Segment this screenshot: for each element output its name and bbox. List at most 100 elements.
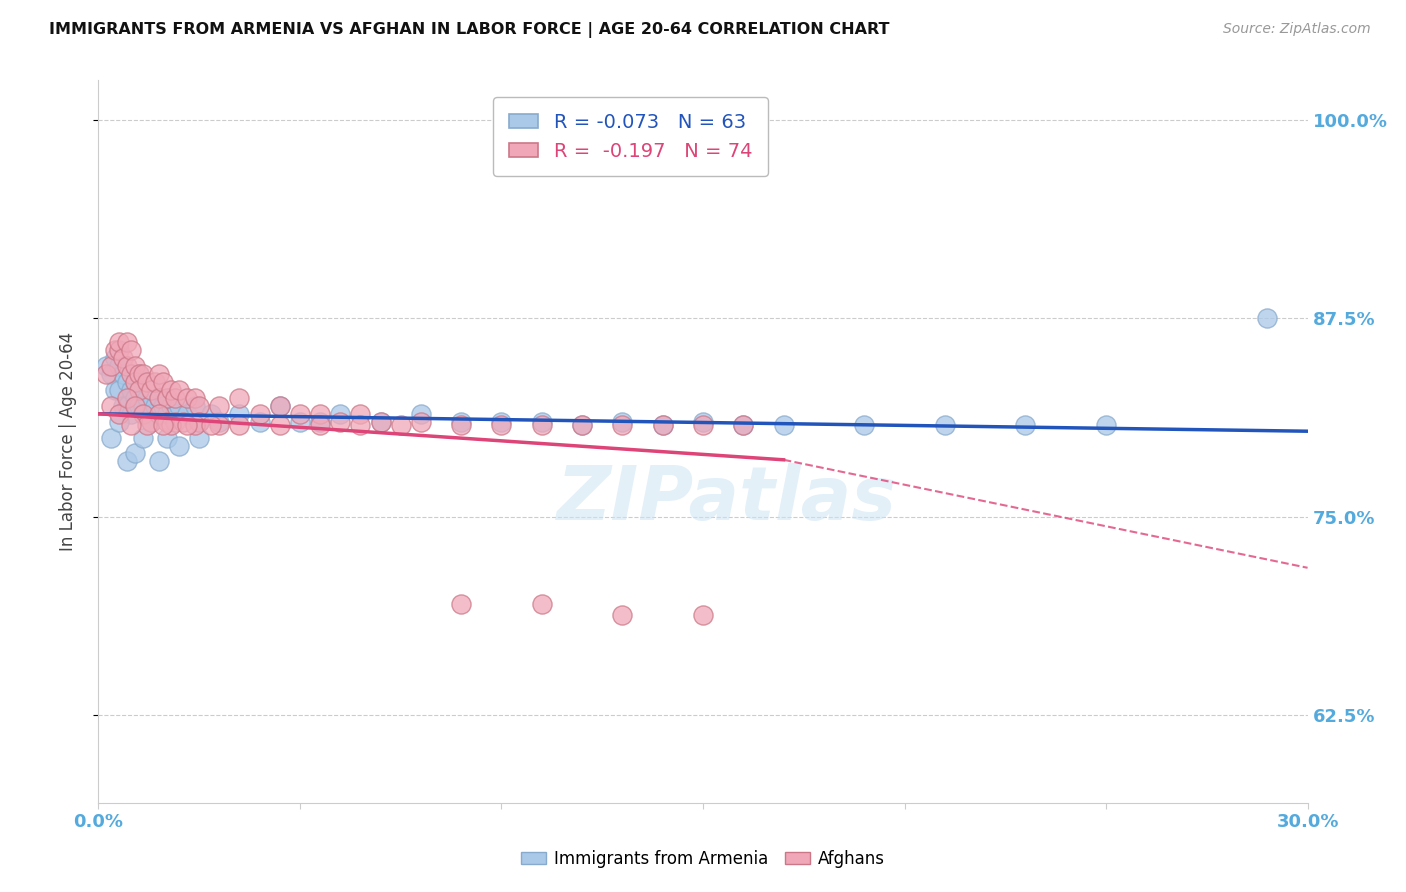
Point xyxy=(120,383,142,397)
Point xyxy=(100,399,122,413)
Point xyxy=(176,391,198,405)
Point xyxy=(269,399,291,413)
Point xyxy=(156,391,179,405)
Point xyxy=(120,367,142,381)
Point xyxy=(143,399,166,413)
Point xyxy=(530,597,553,611)
Text: IMMIGRANTS FROM ARMENIA VS AFGHAN IN LABOR FORCE | AGE 20-64 CORRELATION CHART: IMMIGRANTS FROM ARMENIA VS AFGHAN IN LAB… xyxy=(49,22,890,38)
Point xyxy=(120,417,142,432)
Point xyxy=(148,407,170,421)
Point xyxy=(139,415,162,429)
Point xyxy=(115,391,138,405)
Point xyxy=(491,415,513,429)
Point xyxy=(571,417,593,432)
Point xyxy=(651,417,673,432)
Point xyxy=(309,417,332,432)
Point xyxy=(128,383,150,397)
Point xyxy=(100,359,122,373)
Point xyxy=(167,438,190,452)
Point xyxy=(329,415,352,429)
Point xyxy=(184,399,207,413)
Point xyxy=(172,415,194,429)
Point xyxy=(156,407,179,421)
Point xyxy=(1256,311,1278,326)
Point xyxy=(135,417,157,432)
Point xyxy=(139,415,162,429)
Point xyxy=(107,383,129,397)
Point xyxy=(530,415,553,429)
Point xyxy=(160,417,183,432)
Point xyxy=(934,417,956,432)
Point xyxy=(200,407,222,421)
Point xyxy=(1095,417,1118,432)
Point xyxy=(115,335,138,350)
Point xyxy=(132,399,155,413)
Legend: Immigrants from Armenia, Afghans: Immigrants from Armenia, Afghans xyxy=(515,844,891,875)
Point xyxy=(160,399,183,413)
Point xyxy=(692,415,714,429)
Y-axis label: In Labor Force | Age 20-64: In Labor Force | Age 20-64 xyxy=(59,332,77,551)
Text: ZIPatlas: ZIPatlas xyxy=(557,463,897,536)
Point xyxy=(692,417,714,432)
Point xyxy=(107,415,129,429)
Point xyxy=(409,415,432,429)
Point xyxy=(491,417,513,432)
Point xyxy=(530,417,553,432)
Point xyxy=(148,391,170,405)
Point xyxy=(184,391,207,405)
Point xyxy=(409,407,432,421)
Point xyxy=(188,415,211,429)
Point xyxy=(612,417,634,432)
Point xyxy=(156,431,179,445)
Point xyxy=(184,417,207,432)
Point xyxy=(115,375,138,389)
Point xyxy=(124,446,146,460)
Point xyxy=(156,415,179,429)
Point xyxy=(228,417,250,432)
Point xyxy=(128,399,150,413)
Point xyxy=(176,407,198,421)
Point xyxy=(309,415,332,429)
Point xyxy=(853,417,876,432)
Point xyxy=(249,407,271,421)
Point xyxy=(450,415,472,429)
Point xyxy=(370,415,392,429)
Point xyxy=(103,351,125,366)
Point xyxy=(167,383,190,397)
Point xyxy=(103,343,125,358)
Point xyxy=(132,367,155,381)
Point xyxy=(692,608,714,623)
Point xyxy=(124,375,146,389)
Point xyxy=(128,367,150,381)
Point xyxy=(120,407,142,421)
Point xyxy=(612,608,634,623)
Point xyxy=(96,367,118,381)
Point xyxy=(124,399,146,413)
Point xyxy=(163,391,186,405)
Point xyxy=(772,417,794,432)
Point xyxy=(228,407,250,421)
Point xyxy=(349,407,371,421)
Point xyxy=(329,407,352,421)
Point xyxy=(370,415,392,429)
Point xyxy=(120,343,142,358)
Legend: R = -0.073   N = 63, R =  -0.197   N = 74: R = -0.073 N = 63, R = -0.197 N = 74 xyxy=(494,97,768,176)
Point xyxy=(249,415,271,429)
Point xyxy=(103,383,125,397)
Point xyxy=(163,407,186,421)
Point xyxy=(208,417,231,432)
Point xyxy=(200,417,222,432)
Point xyxy=(188,399,211,413)
Point xyxy=(107,335,129,350)
Point xyxy=(148,391,170,405)
Point xyxy=(135,375,157,389)
Point xyxy=(139,407,162,421)
Point xyxy=(163,415,186,429)
Point xyxy=(152,417,174,432)
Point xyxy=(188,431,211,445)
Point xyxy=(228,391,250,405)
Point xyxy=(160,383,183,397)
Point xyxy=(139,383,162,397)
Point xyxy=(128,367,150,381)
Point xyxy=(309,407,332,421)
